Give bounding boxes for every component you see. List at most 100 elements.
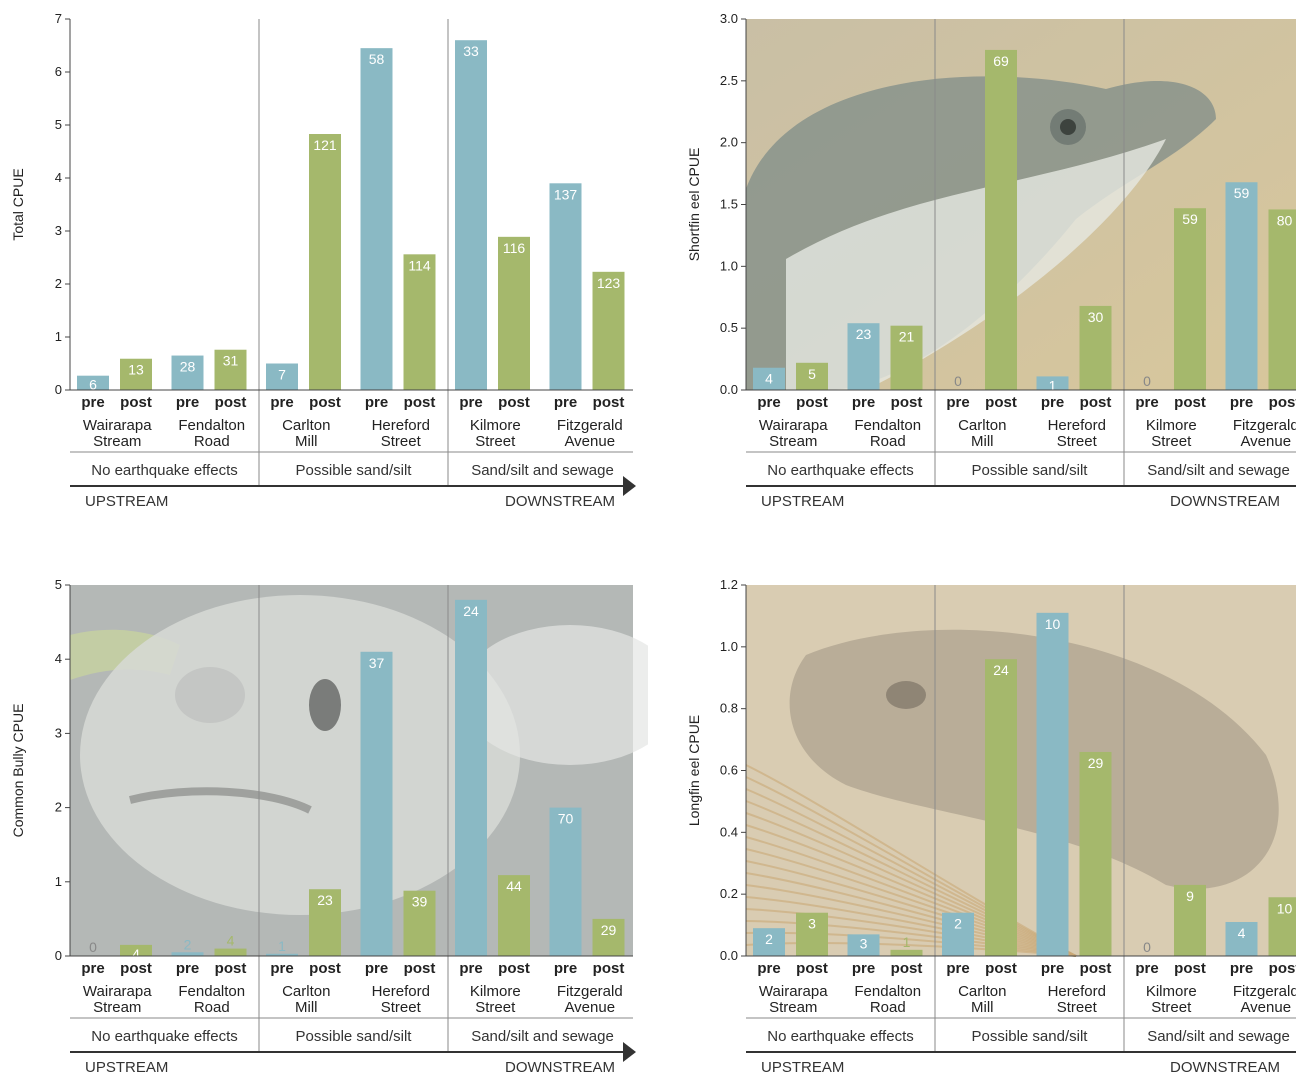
upstream-label: UPSTREAM [761,493,844,510]
downstream-label: DOWNSTREAM [505,493,615,510]
bar-value-label: 1 [1049,377,1057,393]
grass-blade [745,776,1077,957]
bar-pre [753,367,785,390]
bar-value-label: 24 [463,603,479,619]
bar-post [1268,897,1296,956]
pre-label: pre [1135,960,1158,977]
bar-post [1174,884,1206,956]
site-name-line1: Fitzgerald [1233,983,1296,1000]
chart-total-cpue: 0 1 2 3 4 5 6 7 Total CPUE 6 pre 13 post Wairarapa Str… [0,0,648,520]
y-tick-label: 0.4 [720,824,738,839]
bar-post [214,349,247,390]
grass-blade [745,800,1077,957]
y-tick-label: 1.0 [720,258,738,273]
pre-label: pre [176,960,199,977]
site-name-line1: Fitzgerald [1233,417,1296,434]
bar-pre [1036,376,1069,390]
site-name-line2: Street [1151,999,1192,1016]
site-name-line2: Road [194,433,230,450]
bar-value-label: 0 [1143,939,1151,955]
y-tick-label: 1.2 [720,577,738,592]
y-axis-label: Longfin eel CPUE [686,715,702,826]
bar-pre [171,952,204,956]
post-label: post [1269,960,1296,977]
bar-post [1079,305,1112,390]
group-label: Sand/silt and sewage [1147,462,1290,479]
bar-value-label: 44 [506,878,522,894]
bully-fish-photo-icon [70,585,648,956]
pre-label: pre [946,394,969,411]
post-label: post [309,394,341,411]
site-name-line1: Kilmore [1146,417,1197,434]
post-label: post [498,960,530,977]
site-name-line1: Hereford [1048,983,1106,1000]
bar-pre [753,928,785,956]
site-name-line1: Fitzgerald [557,417,623,434]
bar-post [592,271,625,390]
post-label: post [891,960,923,977]
bar-value-label: 121 [313,137,337,153]
bar-value-label: 4 [765,371,773,387]
grass-blade [745,908,1077,957]
chart-common-bully-cpue: 0 1 2 3 4 5 Common Bully CPUE 0 pre 4 post Wairarap… [0,566,648,1072]
pre-label: pre [1135,394,1158,411]
bar-value-label: 30 [1088,309,1104,325]
bar-pre [360,651,393,956]
site-name-line2: Street [1151,433,1192,450]
site-name-line2: Mill [295,433,318,450]
site-name-line1: Fendalton [178,417,245,434]
bar-value-label: 5 [808,366,816,382]
bar-value-label: 1 [903,934,911,950]
pre-label: pre [270,394,293,411]
bar-pre [1225,921,1258,956]
site-name-line1: Carlton [958,983,1006,1000]
bar-value-label: 9 [1186,888,1194,904]
post-label: post [215,960,247,977]
bar-post [796,362,828,390]
bar-value-label: 37 [369,655,385,671]
pre-label: pre [1230,394,1253,411]
upstream-label: UPSTREAM [761,1059,844,1072]
y-tick-label: 1 [55,329,62,344]
bar-pre [266,363,298,390]
bar-post [1079,751,1112,956]
bar-value-label: 29 [601,922,617,938]
post-label: post [593,960,625,977]
pre-label: pre [852,394,875,411]
site-name-line2: Mill [295,999,318,1016]
site-name-line2: Street [1057,433,1098,450]
site-name-line2: Stream [93,999,141,1016]
site-name-line2: Stream [769,999,817,1016]
bar-value-label: 23 [317,892,333,908]
grass-blade [745,896,1077,957]
arrow-right-icon [623,1042,636,1062]
bar-value-label: 7 [278,367,286,383]
site-name-line1: Fitzgerald [557,983,623,1000]
grass-blade [745,788,1077,957]
bar-post [1268,209,1296,390]
site-name-line1: Kilmore [470,417,521,434]
bar-value-label: 1 [278,938,286,954]
site-name-line1: Fendalton [854,983,921,1000]
grass-blade [745,824,1077,957]
downstream-label: DOWNSTREAM [1170,1059,1280,1072]
eel-eye [886,681,926,709]
group-label: No earthquake effects [91,1028,237,1045]
bar-value-label: 70 [558,811,574,827]
bar-value-label: 4 [132,946,140,962]
post-label: post [796,960,828,977]
bar-post [498,875,530,956]
y-axis-label: Common Bully CPUE [10,704,26,838]
y-tick-label: 2.5 [720,73,738,88]
group-label: Sand/silt and sewage [471,1028,614,1045]
grass-blade [745,764,1077,957]
site-name-line2: Street [1057,999,1098,1016]
eel-belly [786,139,1166,390]
bar-pre [360,48,393,391]
bar-post [403,254,436,390]
y-tick-label: 3.0 [720,11,738,26]
pre-label: pre [1041,394,1064,411]
grass-blade [745,884,1077,957]
post-label: post [985,394,1017,411]
post-label: post [985,960,1017,977]
